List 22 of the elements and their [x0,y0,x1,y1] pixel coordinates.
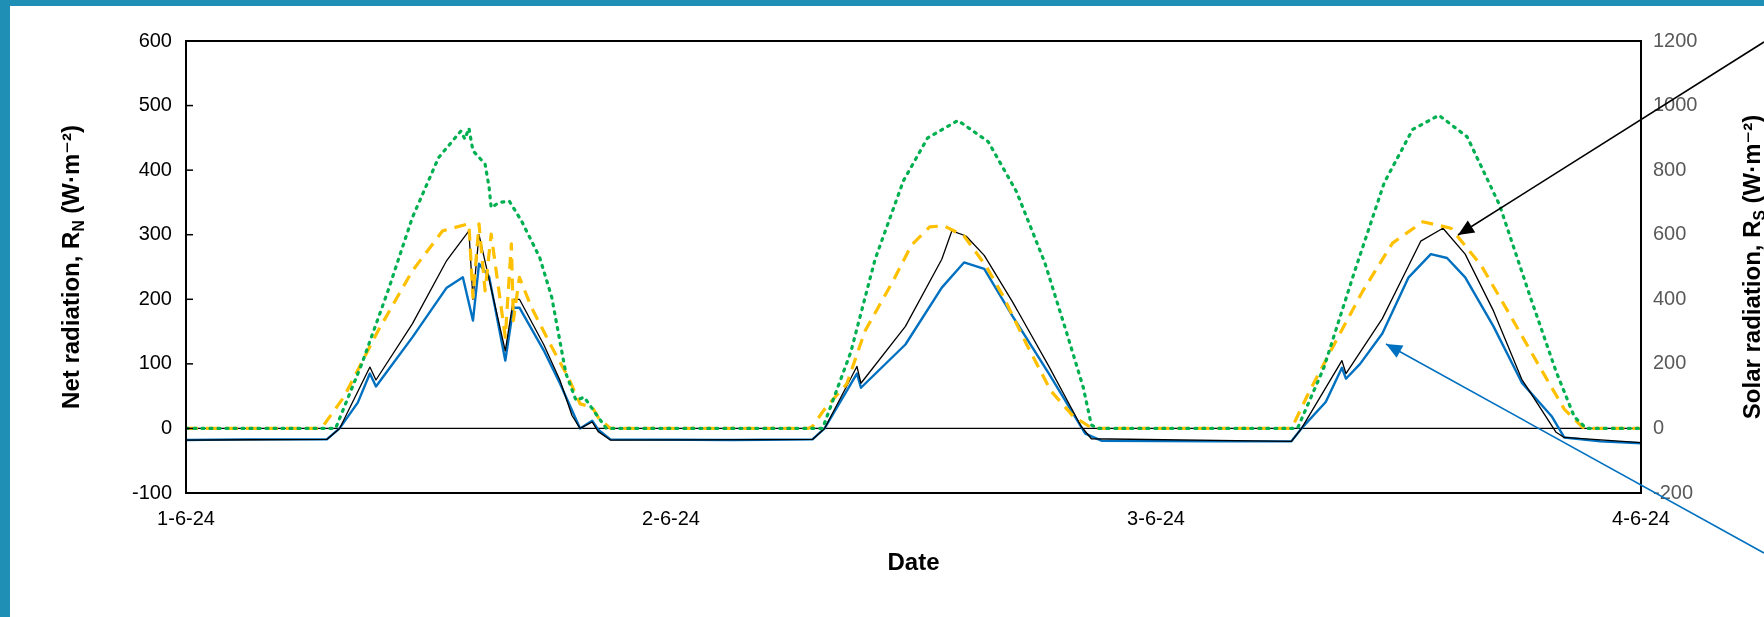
x-tick-label: 3-6-24 [1127,506,1185,529]
x-tick-label: 1-6-24 [157,506,215,529]
y2-tick-label: 800 [1653,157,1687,180]
y-tick-label: 300 [138,222,172,245]
y-tick-label: 200 [138,286,172,309]
y2-tick-label: 0 [1653,415,1665,438]
x-axis-title: Date [887,547,940,575]
y2-axis-title: Solar radiation, RS (W·m⁻²) [1737,114,1764,420]
y2-tick-label: 1200 [1653,28,1698,51]
y2-tick-label: 200 [1653,351,1687,374]
y2-tick-label: 600 [1653,222,1687,245]
y-axis-title: Net radiation, RN (W·m⁻²) [56,125,87,409]
y2-tick-label: -200 [1653,480,1694,503]
y-tick-label: 600 [138,28,172,51]
y-tick-label: 0 [160,415,172,438]
x-tick-label: 2-6-24 [642,506,700,529]
y-tick-label: 400 [138,157,172,180]
y-tick-label: -100 [131,480,172,503]
y2-tick-label: 400 [1653,286,1687,309]
x-tick-label: 4-6-24 [1612,506,1670,529]
y-tick-label: 100 [138,351,172,374]
y-tick-label: 500 [138,93,172,116]
